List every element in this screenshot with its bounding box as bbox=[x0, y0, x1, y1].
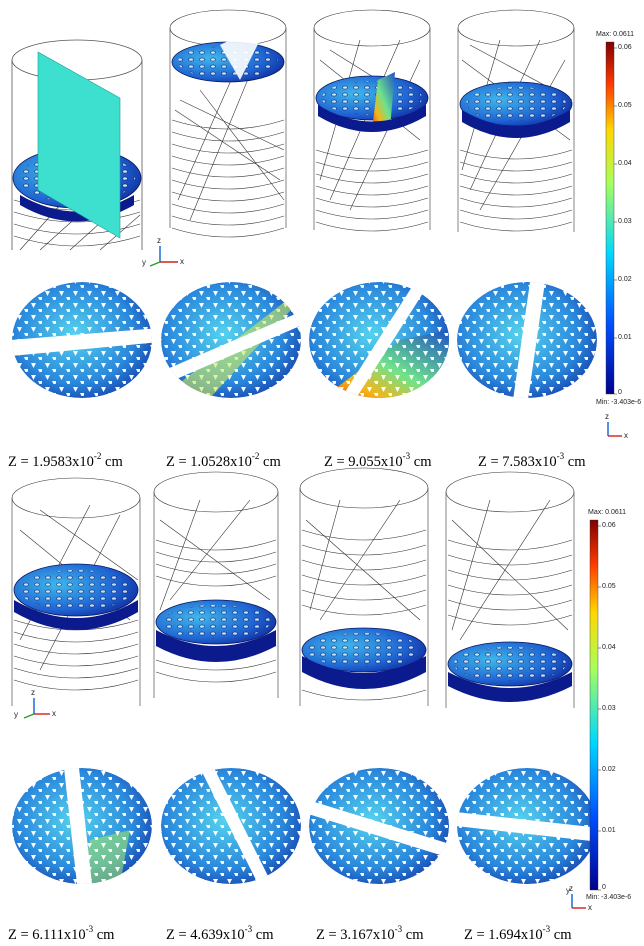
colorbar-top-tick: 0.04 bbox=[618, 160, 632, 167]
colorbar-bottom bbox=[589, 519, 601, 891]
colorbar-bottom-tick: 0.03 bbox=[602, 705, 616, 712]
axis-label-x-top: x bbox=[180, 257, 184, 266]
colorbar-top bbox=[605, 41, 617, 395]
colorbar-top-tick: 0.06 bbox=[618, 44, 632, 51]
disc-slice-bottom-1 bbox=[12, 768, 152, 884]
z-caption-bottom-3: Z = 3.167x10-3 cm bbox=[316, 924, 424, 943]
cylinder-3d-view-3 bbox=[313, 9, 431, 232]
colorbar-bottom-tick: 0 bbox=[602, 884, 606, 891]
z-caption-bottom-2: Z = 4.639x10-3 cm bbox=[166, 924, 274, 943]
cylinder-3d-view-2 bbox=[169, 9, 287, 238]
colorbar-bottom-max: Max: 0.0611 bbox=[588, 509, 627, 516]
colorbar-top-min: Min: -3.403e-6 bbox=[596, 399, 642, 406]
cylinder-3d-view-6 bbox=[153, 471, 279, 698]
disc-slice-top-3 bbox=[309, 282, 449, 398]
z-caption-top-4: Z = 7.583x10-3 cm bbox=[478, 451, 586, 470]
z-caption-bottom-1: Z = 6.111x10-3 cm bbox=[8, 924, 115, 943]
axis-label-x-bottom: x bbox=[52, 709, 56, 718]
colorbar-top-tick: 0.05 bbox=[618, 102, 632, 109]
colorbar-top-tick: 0.01 bbox=[618, 334, 632, 341]
disc-slice-bottom-4 bbox=[457, 768, 597, 884]
z-caption-top-3: Z = 9.055x10-3 cm bbox=[324, 451, 432, 470]
disc-slice-top-2 bbox=[161, 282, 301, 398]
axis-label-y-top: y bbox=[142, 258, 146, 267]
disc-slice-top-1 bbox=[12, 282, 152, 398]
colorbar-bottom-tick: 0.06 bbox=[602, 522, 616, 529]
colorbar-top-tick: 0.03 bbox=[618, 218, 632, 225]
axis-label-y-bottom-right: y bbox=[566, 886, 570, 895]
colorbar-top-max: Max: 0.0611 bbox=[596, 31, 635, 38]
cylinder-3d-view-5 bbox=[11, 477, 141, 706]
axis-triad-top-right bbox=[607, 422, 622, 437]
colorbar-bottom-tick: 0.02 bbox=[602, 766, 616, 773]
disc-slice-bottom-3 bbox=[309, 768, 449, 884]
axis-label-y-bottom: y bbox=[14, 710, 18, 719]
cylinder-3d-view-7 bbox=[299, 467, 429, 706]
cylinder-3d-view-4 bbox=[457, 9, 575, 232]
cut-plane bbox=[37, 51, 121, 239]
axis-label-z-bottom: z bbox=[31, 688, 35, 697]
colorbar-bottom-tick: 0.01 bbox=[602, 827, 616, 834]
axis-label-x-top-right: x bbox=[624, 431, 628, 440]
axis-triad-top bbox=[149, 246, 178, 267]
z-caption-bottom-4: Z = 1.694x10-3 cm bbox=[464, 924, 572, 943]
disc-slice-top-4 bbox=[457, 282, 597, 398]
z-caption-top-2: Z = 1.0528x10-2 cm bbox=[166, 451, 281, 470]
colorbar-bottom-tick: 0.04 bbox=[602, 644, 616, 651]
cylinder-3d-view-1 bbox=[11, 39, 143, 251]
disc-slice-bottom-2 bbox=[161, 768, 301, 884]
colorbar-top-tick: 0 bbox=[618, 389, 622, 396]
axis-label-x-bottom-right: x bbox=[588, 903, 592, 912]
axis-triad-bottom bbox=[23, 698, 50, 719]
cylinder-3d-view-8 bbox=[445, 471, 575, 708]
z-caption-top-1: Z = 1.9583x10-2 cm bbox=[8, 451, 123, 470]
colorbar-bottom-min: Min: -3.403e-6 bbox=[586, 894, 632, 901]
axis-label-z-top-right: z bbox=[605, 412, 609, 421]
axis-triad-bottom-right bbox=[571, 894, 586, 909]
colorbar-bottom-tick: 0.05 bbox=[602, 583, 616, 590]
axis-label-z-top: z bbox=[157, 236, 161, 245]
axis-label-z-bottom-right: z bbox=[569, 884, 573, 893]
colorbar-top-tick: 0.02 bbox=[618, 276, 632, 283]
